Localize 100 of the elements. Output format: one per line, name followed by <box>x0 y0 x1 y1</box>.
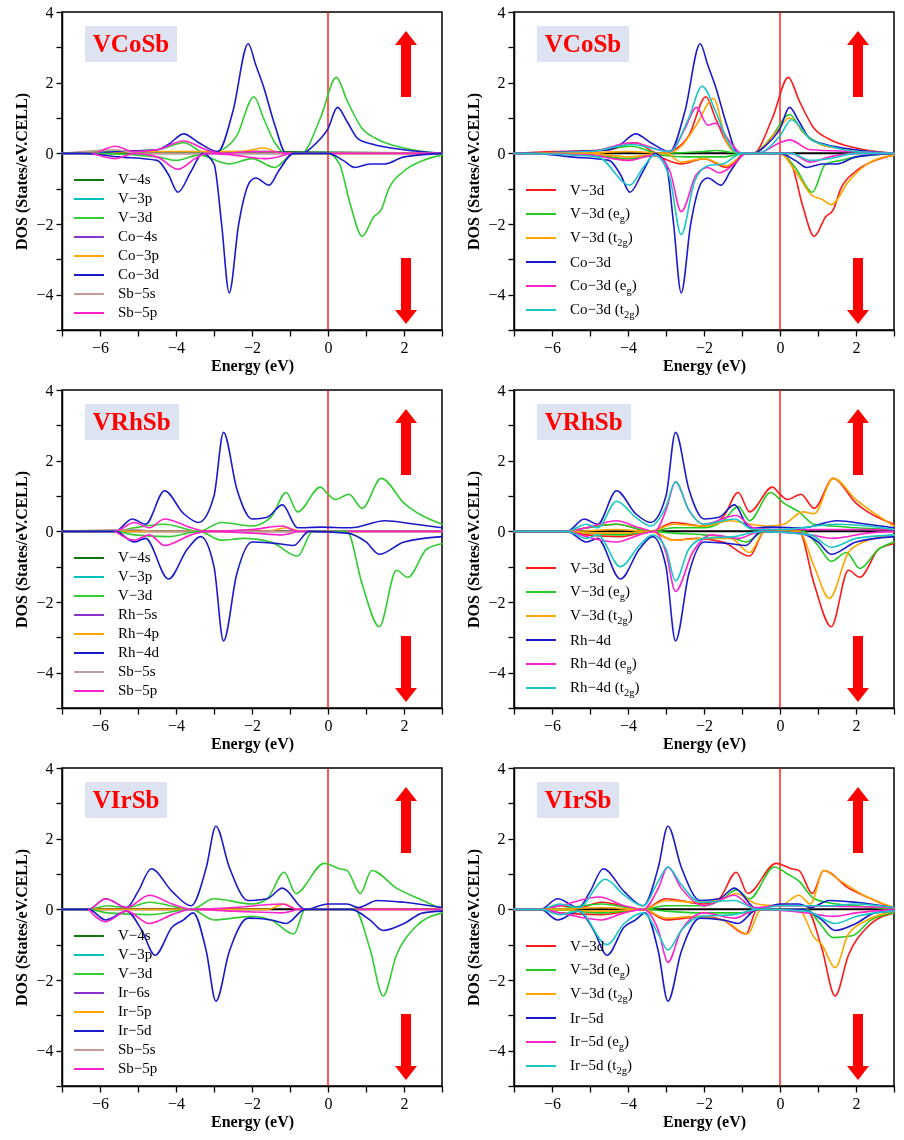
x-tick-label: −4 <box>167 1094 186 1112</box>
x-tick-label: −2 <box>243 716 262 734</box>
y-tick-label: −2 <box>488 215 506 233</box>
x-axis-title: Energy (eV) <box>662 356 747 375</box>
y-axis-title: DOS (States/eV.CELL) <box>465 470 484 629</box>
legend-label: V−3d (t$_{2g}$) <box>570 228 633 248</box>
text: VCoSb <box>536 26 630 63</box>
legend-label: Ir−5d (t$_{2g}$) <box>570 1056 632 1076</box>
text: VCoSb <box>84 26 178 63</box>
x-tick-label: −4 <box>167 716 186 734</box>
x-tick-label: −6 <box>543 1094 562 1112</box>
legend-label: V−3d <box>570 559 605 577</box>
legend-label: Sb−5s <box>118 663 156 680</box>
x-tick-label: −2 <box>243 338 262 356</box>
y-tick-label: 0 <box>45 900 54 918</box>
x-tick-label: 2 <box>400 716 409 734</box>
y-tick-label: −4 <box>36 286 54 304</box>
x-tick-label: 0 <box>324 716 333 734</box>
x-tick-label: −6 <box>543 716 562 734</box>
x-tick-label: −6 <box>91 338 110 356</box>
legend-label: V−3d (e$_{g}$) <box>570 960 630 980</box>
x-tick-label: 0 <box>776 716 785 734</box>
y-tick-label: −4 <box>488 1042 506 1060</box>
legend-label: Ir−5d <box>570 1009 604 1027</box>
legend-label: V−3d (t$_{2g}$) <box>570 984 633 1004</box>
legend-label: Rh−4d (e$_{g}$) <box>570 654 637 674</box>
y-tick-label: −4 <box>36 664 54 682</box>
y-tick-label: −2 <box>488 971 506 989</box>
y-tick-label: 4 <box>45 759 54 777</box>
y-axis-title: DOS (States/eV.CELL) <box>465 92 484 251</box>
text: VIrSb <box>84 782 168 819</box>
x-tick-label: −4 <box>619 1094 638 1112</box>
x-tick-label: 2 <box>400 1094 409 1112</box>
x-tick-label: −6 <box>543 338 562 356</box>
legend-label: Rh−4d (t$_{2g}$) <box>570 678 640 698</box>
text: VRhSb <box>84 404 179 441</box>
y-tick-label: 2 <box>45 74 54 92</box>
legend-label: Ir−5p <box>118 1003 152 1020</box>
legend-label: Sb−5s <box>118 285 156 302</box>
x-axis-title: Energy (eV) <box>210 356 295 375</box>
legend-label: V−4s <box>118 549 151 566</box>
x-tick-label: −6 <box>91 716 110 734</box>
legend-label: Rh−4d <box>118 644 159 661</box>
y-tick-label: 2 <box>497 74 506 92</box>
x-tick-label: 2 <box>852 1094 861 1112</box>
legend-label: Co−3d <box>118 266 159 283</box>
y-tick-label: 2 <box>497 452 506 470</box>
y-tick-label: 0 <box>497 900 506 918</box>
y-tick-label: −4 <box>36 1042 54 1060</box>
legend-label: Co−3d (e$_{g}$) <box>570 276 637 296</box>
y-tick-label: 0 <box>497 144 506 162</box>
y-tick-label: 0 <box>45 144 54 162</box>
x-axis-title: Energy (eV) <box>210 1112 295 1131</box>
y-tick-label: 0 <box>45 522 54 540</box>
legend-label: Sb−5s <box>118 1041 156 1058</box>
legend-label: V−3d (t$_{2g}$) <box>570 606 633 626</box>
y-tick-label: −4 <box>488 286 506 304</box>
legend-label: Ir−5d <box>118 1022 152 1039</box>
y-tick-label: 2 <box>497 830 506 848</box>
x-axis-title: Energy (eV) <box>662 1112 747 1131</box>
x-tick-label: 0 <box>324 338 333 356</box>
legend-label: V−3p <box>118 568 153 585</box>
legend-label: Ir−6s <box>118 984 150 1001</box>
x-tick-label: −2 <box>243 1094 262 1112</box>
x-tick-label: −6 <box>91 1094 110 1112</box>
legend-label: V−3d (e$_{g}$) <box>570 204 630 224</box>
y-tick-label: 4 <box>45 381 54 399</box>
x-axis-title: Energy (eV) <box>210 734 295 753</box>
y-tick-label: −2 <box>36 971 54 989</box>
x-tick-label: −4 <box>619 716 638 734</box>
y-tick-label: −2 <box>36 593 54 611</box>
x-tick-label: 0 <box>776 1094 785 1112</box>
legend-label: V−3d <box>118 587 153 604</box>
y-tick-label: −4 <box>488 664 506 682</box>
y-axis-title: DOS (States/eV.CELL) <box>13 470 32 629</box>
y-tick-label: 4 <box>45 3 54 21</box>
legend-label: Ir−5d (e$_{g}$) <box>570 1032 630 1052</box>
legend-label: Co−3p <box>118 247 159 264</box>
legend-label: Rh−4p <box>118 625 159 642</box>
legend-label: V−3d (e$_{g}$) <box>570 582 630 602</box>
legend-label: Co−4s <box>118 228 158 245</box>
y-axis-title: DOS (States/eV.CELL) <box>465 848 484 1007</box>
y-tick-label: 0 <box>497 522 506 540</box>
legend-label: Sb−5p <box>118 304 158 321</box>
legend-label: Rh−4d <box>570 631 611 649</box>
y-tick-label: 2 <box>45 452 54 470</box>
x-tick-label: −4 <box>619 338 638 356</box>
legend-label: V−3d <box>570 181 605 199</box>
legend-label: Co−3d (t$_{2g}$) <box>570 300 640 320</box>
legend-label: V−3p <box>118 946 153 963</box>
legend-label: Co−3d <box>570 253 611 271</box>
legend-label: V−3p <box>118 190 153 207</box>
x-tick-label: 0 <box>776 338 785 356</box>
legend-label: V−3d <box>118 209 153 226</box>
x-tick-label: −4 <box>167 338 186 356</box>
x-tick-label: −2 <box>695 338 714 356</box>
y-tick-label: 4 <box>497 381 506 399</box>
y-tick-label: 4 <box>497 759 506 777</box>
x-tick-label: 2 <box>852 716 861 734</box>
y-tick-label: −2 <box>36 215 54 233</box>
